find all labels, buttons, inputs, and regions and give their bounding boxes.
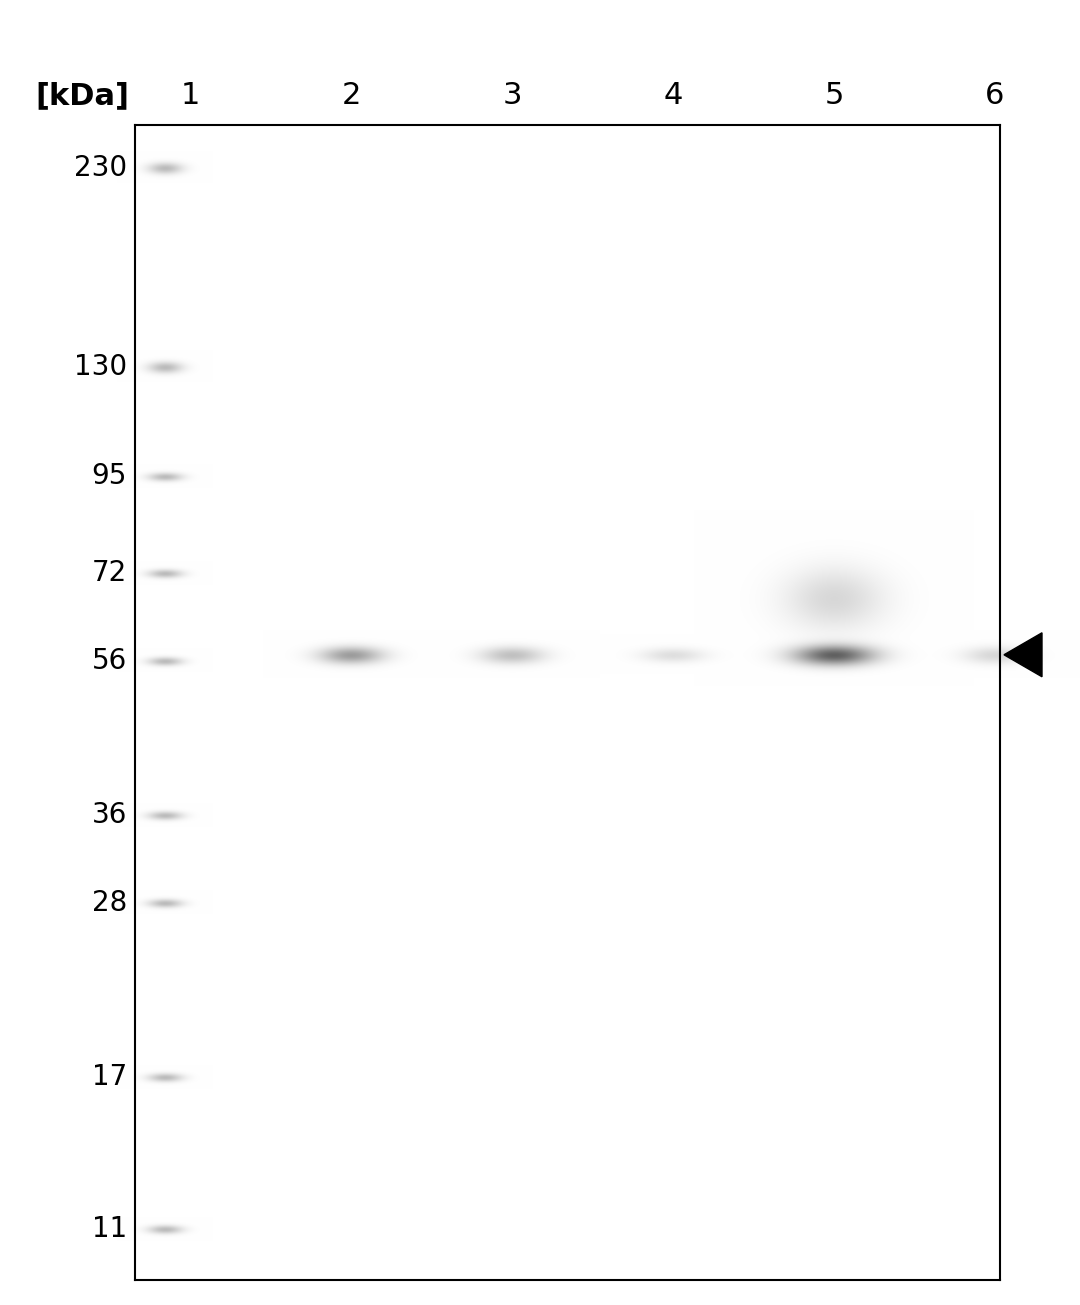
- Text: 17: 17: [92, 1064, 127, 1091]
- Text: [kDa]: [kDa]: [35, 81, 129, 110]
- Text: 1: 1: [180, 81, 200, 110]
- Text: 6: 6: [985, 81, 1004, 110]
- Text: 72: 72: [92, 560, 127, 587]
- Text: 3: 3: [502, 81, 522, 110]
- Text: 11: 11: [92, 1215, 127, 1244]
- Text: 5: 5: [824, 81, 843, 110]
- Bar: [135, 125, 1000, 1280]
- Text: 2: 2: [341, 81, 361, 110]
- Text: 230: 230: [73, 154, 127, 181]
- Text: 95: 95: [92, 462, 127, 491]
- Polygon shape: [1004, 633, 1042, 677]
- Text: 4: 4: [663, 81, 683, 110]
- Text: 56: 56: [92, 647, 127, 675]
- Text: 130: 130: [73, 352, 127, 381]
- Text: 28: 28: [92, 889, 127, 917]
- Text: 36: 36: [92, 801, 127, 829]
